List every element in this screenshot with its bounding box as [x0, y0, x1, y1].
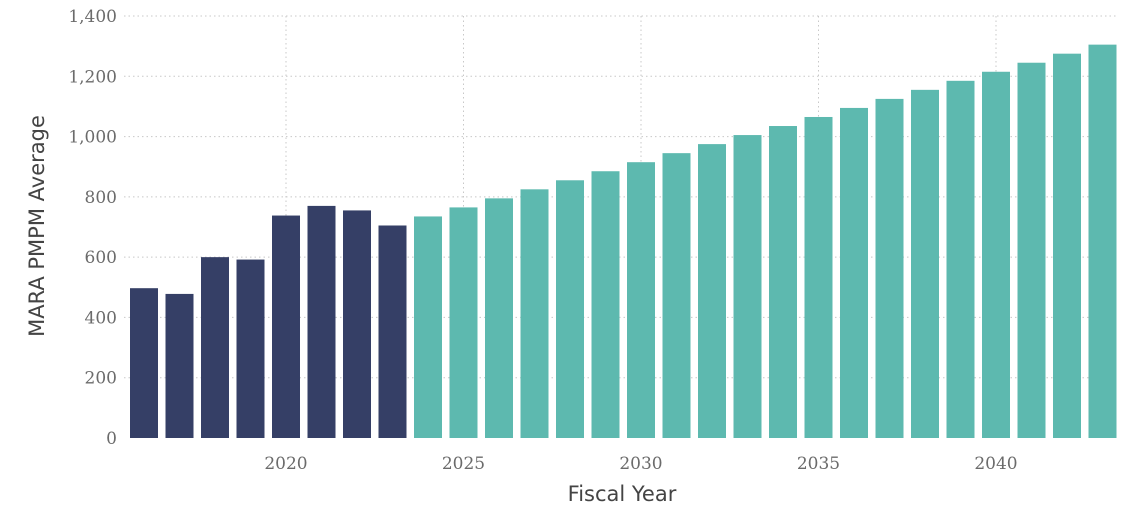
bar-2016 — [130, 288, 158, 438]
x-tick-label-2020: 2020 — [264, 454, 307, 474]
bar-2041 — [1017, 62, 1046, 438]
bar-2029 — [591, 171, 620, 438]
bar-2018 — [201, 257, 229, 438]
y-tick-label-0: 0 — [106, 429, 117, 449]
x-tick-label-2030: 2030 — [619, 454, 662, 474]
y-tick-label-1200: 1,200 — [68, 67, 117, 87]
bar-2034 — [769, 126, 797, 439]
bars — [130, 44, 1117, 439]
bar-2026 — [485, 198, 513, 438]
bar-2042 — [1053, 53, 1081, 439]
bar-2020 — [272, 215, 300, 438]
y-tick-label-1400: 1,400 — [68, 7, 117, 27]
bar-2025 — [449, 207, 478, 438]
x-tick-label-2025: 2025 — [442, 454, 485, 474]
y-tick-label-200: 200 — [85, 369, 117, 389]
bar-2030 — [627, 162, 655, 438]
bar-2043 — [1088, 44, 1117, 439]
bar-2028 — [556, 180, 584, 438]
y-tick-label-600: 600 — [85, 248, 117, 268]
bar-2022 — [343, 210, 371, 438]
y-tick-label-400: 400 — [85, 308, 117, 328]
bar-2017 — [165, 293, 194, 438]
x-axis-ticks: 2020 2025 2030 2035 2040 — [264, 454, 1017, 474]
bar-2039 — [946, 80, 975, 439]
bar-2032 — [698, 144, 726, 438]
bar-2033 — [733, 135, 762, 439]
x-axis-title: Fiscal Year — [568, 482, 677, 506]
y-tick-label-800: 800 — [85, 188, 117, 208]
y-tick-label-1000: 1,000 — [68, 128, 117, 148]
x-tick-label-2040: 2040 — [974, 454, 1017, 474]
bar-2027 — [520, 189, 549, 438]
bar-2024 — [414, 216, 442, 438]
x-tick-label-2035: 2035 — [797, 454, 840, 474]
bar-2037 — [875, 98, 904, 439]
bar-2038 — [911, 89, 939, 438]
bar-2023 — [378, 225, 407, 438]
bar-2019 — [236, 259, 265, 438]
y-axis-title: MARA PMPM Average — [25, 115, 49, 337]
bar-2036 — [840, 107, 868, 438]
bar-2035 — [804, 116, 833, 438]
y-axis-ticks: 0 200 400 600 800 1,000 1,200 1,400 — [68, 7, 117, 449]
bar-2040 — [982, 71, 1010, 438]
bar-2031 — [662, 153, 691, 438]
bar-2021 — [307, 205, 336, 438]
